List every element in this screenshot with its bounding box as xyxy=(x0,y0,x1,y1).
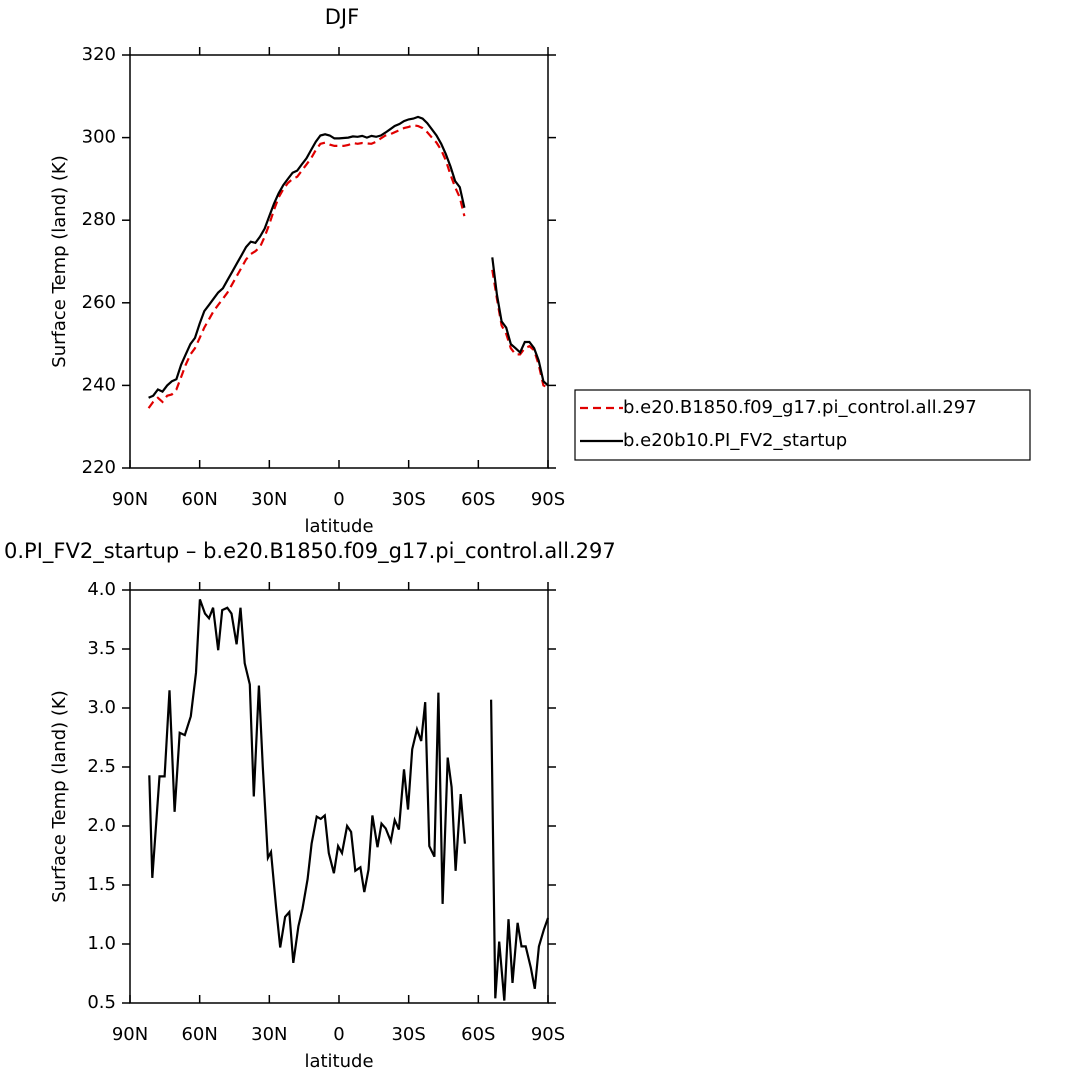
panel: 0.PI_FV2_startup – b.e20.B1850.f09_g17.p… xyxy=(4,539,616,1072)
y-tick-label: 3.5 xyxy=(87,638,116,659)
y-tick-label: 220 xyxy=(82,457,116,478)
x-tick-label: 60S xyxy=(461,489,495,510)
x-tick-label: 90N xyxy=(112,489,148,510)
data-line xyxy=(490,699,550,1001)
x-tick-label: 30S xyxy=(391,1024,425,1045)
y-tick-label: 300 xyxy=(82,127,116,148)
plot-frame xyxy=(129,54,549,469)
x-tick-label: 60S xyxy=(461,1024,495,1045)
data-line xyxy=(147,124,466,409)
y-tick-label: 1.5 xyxy=(87,874,116,895)
y-tick-label: 3.0 xyxy=(87,697,116,718)
y-tick-label: 0.5 xyxy=(87,992,116,1013)
legend-label: b.e20.B1850.f09_g17.pi_control.all.297 xyxy=(623,397,977,418)
plot-frame xyxy=(129,589,549,1004)
y-tick-label: 2.0 xyxy=(87,815,116,836)
x-tick-label: 60N xyxy=(181,489,217,510)
chart-title: DJF xyxy=(325,5,359,29)
x-tick-label: 0 xyxy=(333,1024,344,1045)
data-line xyxy=(491,269,549,389)
y-tick-label: 320 xyxy=(82,44,116,65)
x-tick-label: 90S xyxy=(531,489,565,510)
legend-label: b.e20b10.PI_FV2_startup xyxy=(623,430,847,451)
y-tick-label: 4.0 xyxy=(87,579,116,600)
x-tick-label: 90S xyxy=(531,1024,565,1045)
y-tick-label: 280 xyxy=(82,209,116,230)
x-axis-label: latitude xyxy=(304,516,373,537)
y-tick-label: 1.0 xyxy=(87,933,116,954)
legend-box xyxy=(574,389,1031,461)
chart-title: 0.PI_FV2_startup – b.e20.B1850.f09_g17.p… xyxy=(4,539,616,564)
y-axis-label: Surface Temp (land) (K) xyxy=(49,690,70,902)
y-tick-label: 240 xyxy=(82,374,116,395)
y-tick-label: 260 xyxy=(82,292,116,313)
x-tick-label: 30N xyxy=(251,1024,287,1045)
x-tick-label: 30S xyxy=(391,489,425,510)
x-tick-label: 60N xyxy=(181,1024,217,1045)
panel: DJF latitude Surface Temp (land) (K) 220 240… xyxy=(49,5,1031,537)
x-tick-label: 30N xyxy=(251,489,287,510)
y-axis-label: Surface Temp (land) (K) xyxy=(49,155,70,367)
data-line xyxy=(491,257,549,387)
data-line xyxy=(148,599,466,964)
data-line xyxy=(148,115,466,399)
x-tick-label: 90N xyxy=(112,1024,148,1045)
x-axis-label: latitude xyxy=(304,1051,373,1072)
x-tick-label: 0 xyxy=(333,489,344,510)
y-tick-label: 2.5 xyxy=(87,756,116,777)
